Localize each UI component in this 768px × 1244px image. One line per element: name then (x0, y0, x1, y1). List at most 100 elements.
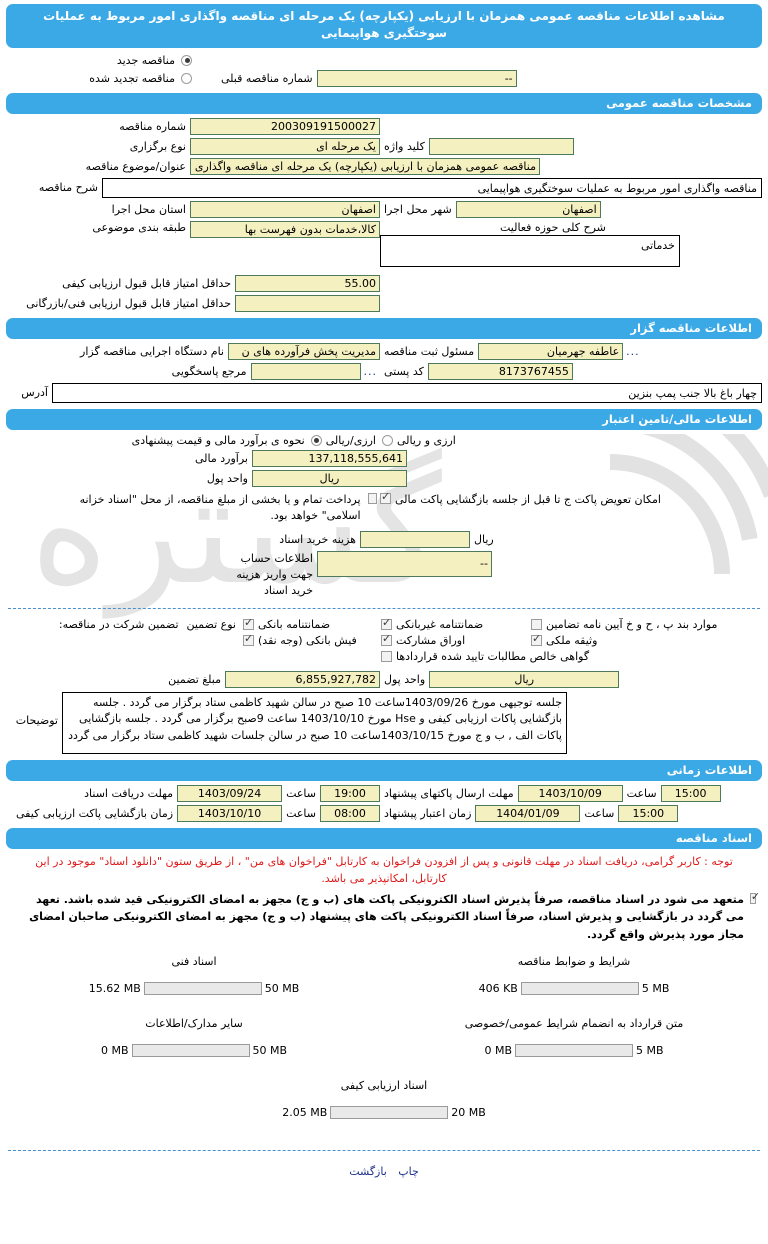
previous-tender-number-input[interactable]: -- (316, 69, 517, 87)
checkbox-guarantee-option-5[interactable] (531, 633, 542, 646)
file-used-4: 2.05 MB (282, 1106, 328, 1120)
file-limit-1: 50 MB (264, 982, 300, 996)
submit-deadline-time-input[interactable]: 15:00 (660, 784, 721, 802)
agency-more-icon[interactable]: ... (626, 344, 640, 358)
guarantee-amount-input[interactable]: 6,855,927,782 (225, 670, 380, 688)
doc-cost-row: ریال هزینه خرید اسناد (6, 530, 762, 548)
tender-type-new-label: مناقصه جدید (116, 53, 175, 67)
radio-renewed-tender[interactable] (181, 72, 192, 84)
holding-type-input[interactable]: یک مرحله ای (190, 137, 380, 155)
estimate-row: 137,118,555,641 برآورد مالی (6, 449, 762, 467)
guarantee-option-3-label: فیش بانکی (وجه نقد) (258, 633, 357, 647)
min-quality-score-row: 55.00 حداقل امتیاز قابل قبول ارزیابی کیف… (6, 274, 762, 292)
postal-code-input[interactable]: 8173767455 (427, 362, 573, 380)
checkbox-treasury-bond[interactable] (367, 492, 377, 504)
radio-mode-currency-rial[interactable] (382, 434, 393, 446)
category-input[interactable]: کالا،خدمات بدون فهرست بها (190, 220, 380, 238)
keyword-label: کلید واژه (384, 139, 425, 153)
page-title: مشاهده اطلاعات مناقصه عمومی همزمان با ار… (6, 4, 762, 48)
city-label: شهر محل اجرا (384, 202, 452, 216)
radio-new-tender[interactable] (181, 54, 192, 66)
radio-mode-rial[interactable] (310, 434, 322, 446)
registrar-input[interactable]: عاطفه جهرمیان (478, 342, 624, 360)
file-progress-1 (143, 982, 262, 996)
keyword-input[interactable] (428, 137, 574, 155)
description-textarea[interactable]: مناقصه واگذاری امور مربوط به عملیات سوخت… (102, 177, 762, 198)
file-cell-2: متن قرارداد به انضمام شرایط عمومی/خصوصی … (384, 1017, 764, 1058)
receive-deadline-time-input[interactable]: 19:00 (320, 784, 380, 802)
activity-textarea[interactable]: خدماتی (380, 234, 680, 267)
min-tech-score-row: حداقل امتیاز قابل قبول ارزیابی فنی/بازرگ… (6, 294, 762, 312)
min-tech-score-label: حداقل امتیاز قابل قبول ارزیابی فنی/بازرگ… (26, 296, 231, 310)
checkbox-guarantee-option-6[interactable] (381, 650, 392, 662)
guarantee-currency-label: واحد پول (384, 672, 426, 686)
quality-opening-date-input[interactable]: 1403/10/10 (177, 804, 283, 822)
estimate-input[interactable]: 137,118,555,641 (252, 449, 407, 467)
treasury-note-row: امکان تعویض پاکت ج تا قبل از جلسه بازگشا… (6, 491, 762, 525)
file-title-1: اسناد فنی (171, 955, 217, 969)
province-label: استان محل اجرا (111, 202, 186, 216)
agency-input[interactable]: مدیریت پخش فرآورده های ن (228, 342, 380, 360)
file-limit-2: 5 MB (636, 1044, 664, 1058)
submit-deadline-hour-label: ساعت (626, 786, 657, 800)
account-label: اطلاعات حساب جهت واریز هزینه خرید اسناد (236, 551, 313, 597)
guarantee-option-1-label: ضمانتنامه غیربانکی (396, 617, 484, 631)
currency-label: واحد پول (206, 471, 248, 485)
mode-currency-rial-label: ارزی و ریالی (397, 433, 456, 447)
receive-deadline-date-input[interactable]: 1403/09/24 (177, 784, 283, 802)
min-quality-score-input[interactable]: 55.00 (235, 274, 380, 292)
currency-input[interactable]: ریال (252, 469, 407, 487)
proposal-validity-date-input[interactable]: 1404/01/09 (475, 804, 581, 822)
file-bar-2: 0 MB 5 MB (484, 1044, 664, 1058)
currency-row: ریال واحد پول (6, 469, 762, 487)
documents-pledge-text: متعهد می شود در اسناد مناقصه، صرفاً پذیر… (29, 892, 744, 941)
file-title-4: اسناد ارزیابی کیفی (340, 1079, 428, 1093)
tender-number-input[interactable]: 200309191500027 (190, 117, 380, 135)
section-finance: اطلاعات مالی/تامین اعتبار (6, 408, 762, 430)
print-link[interactable]: چاپ (398, 1165, 419, 1179)
checkbox-guarantee-option-4[interactable] (381, 633, 392, 646)
category-row: شرح کلی حوزه فعالیت خدماتی کالا،خدمات بد… (6, 220, 762, 267)
subject-input[interactable]: مناقصه عمومی همزمان با ارزیابی (یکپارچه)… (190, 157, 540, 175)
doc-cost-label: هزینه خرید اسناد (279, 532, 356, 546)
city-input[interactable]: اصفهان (455, 200, 601, 218)
submit-deadline-label: مهلت ارسال پاکتهای پیشنهاد (384, 786, 514, 800)
estimate-mode-row: ارزی و ریالی ارزی/ریالی نحوه ی برآورد ما… (6, 434, 762, 447)
postal-code-label: کد پستی (384, 364, 424, 378)
guarantee-amount-row: ریال واحد پول 6,855,927,782 مبلغ تضمین (6, 670, 762, 688)
province-input[interactable]: اصفهان (190, 200, 380, 218)
file-used-3: 0 MB (100, 1044, 129, 1058)
agency-row: ... عاطفه جهرمیان مسئول ثبت مناقصه مدیری… (6, 342, 762, 360)
registrar-label: مسئول ثبت مناقصه (384, 344, 475, 358)
checkbox-guarantee-option-2[interactable] (531, 618, 542, 630)
back-link[interactable]: بازگشت (349, 1165, 387, 1179)
submit-deadline-date-input[interactable]: 1403/10/09 (517, 784, 623, 802)
proposal-validity-time-input[interactable]: 15:00 (618, 804, 679, 822)
contact-input[interactable] (250, 362, 361, 380)
treasury-note-label: پرداخت تمام و یا بخشی از مبلغ مناقصه، از… (79, 492, 361, 523)
quality-opening-time-input[interactable]: 08:00 (320, 804, 380, 822)
proposal-validity-hour-label: ساعت (584, 806, 615, 820)
checkbox-guarantee-option-0[interactable] (243, 617, 254, 630)
min-tech-score-input[interactable] (235, 294, 380, 312)
guarantee-notes-textarea[interactable]: جلسه توجیهی مورخ 1403/09/26ساعت 10 صبح د… (62, 691, 567, 754)
doc-cost-input[interactable] (360, 530, 470, 548)
description-row: مناقصه واگذاری امور مربوط به عملیات سوخت… (6, 177, 762, 198)
address-textarea[interactable]: چهار باغ بالا جنب پمپ بنزین (52, 382, 762, 403)
location-row: اصفهان شهر محل اجرا اصفهان استان محل اجر… (6, 200, 762, 218)
guarantee-option-5-label: وثیقه ملکی (546, 633, 598, 647)
section-documents: اسناد مناقصه (6, 827, 762, 849)
account-input[interactable]: -- (317, 550, 492, 577)
checkbox-guarantee-option-1[interactable] (381, 617, 392, 630)
contact-more-icon[interactable]: ... (363, 364, 377, 378)
holding-type-label: نوع برگزاری (129, 139, 186, 153)
file-limit-0: 5 MB (641, 982, 670, 996)
file-progress-4 (330, 1106, 449, 1120)
address-row: چهار باغ بالا جنب پمپ بنزین آدرس (6, 382, 762, 403)
guarantee-currency-input[interactable]: ریال (429, 670, 620, 688)
footer-links: چاپ بازگشت (4, 1165, 764, 1178)
checkbox-guarantee-option-3[interactable] (243, 633, 254, 646)
checkbox-electronic-pledge[interactable] (749, 891, 760, 904)
checkbox-swap-envelope[interactable] (380, 491, 391, 504)
estimate-mode-label: نحوه ی برآورد مالی و قیمت پیشنهادی (131, 433, 305, 447)
